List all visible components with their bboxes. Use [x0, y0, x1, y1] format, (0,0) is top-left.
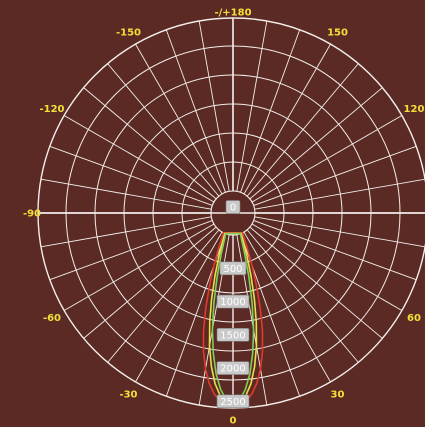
grid-spoke: [254, 178, 425, 210]
radial-tick-label-bg: [225, 200, 241, 214]
grid-spoke: [198, 20, 230, 192]
angle-tick-label: -90: [23, 209, 41, 220]
angle-tick-label: -30: [119, 389, 137, 400]
radial-tick-labels: 0 500 1000 1500 2000 2500: [216, 200, 250, 409]
grid-spoke: [107, 229, 220, 363]
grid-spoke: [165, 29, 226, 193]
grid-spoke: [135, 231, 223, 383]
grid-spoke: [253, 145, 417, 206]
grid-spoke: [40, 216, 212, 248]
grid-spoke: [249, 87, 383, 200]
grid-spoke: [135, 43, 223, 195]
angle-tick-labels: -/+180 150 -150 120 -120 -90 60 -60 30 -30 0: [23, 8, 425, 427]
radial-tick-label-bg: [216, 394, 250, 409]
radial-tick-label-bg: [219, 261, 247, 276]
grid-spoke: [236, 20, 268, 192]
grid-spoke: [83, 87, 217, 200]
radial-tick-label-bg: [216, 294, 250, 309]
radial-tick-label: 1000: [220, 297, 245, 308]
grid-spoke: [251, 115, 403, 203]
grid-spoke: [254, 216, 425, 248]
grid-spoke: [49, 220, 213, 281]
grid-spoke: [240, 29, 301, 193]
grid-spoke: [253, 220, 417, 281]
grid-spoke: [246, 229, 359, 363]
radial-tick-label: 2000: [220, 364, 245, 375]
grid-spoke: [249, 226, 383, 339]
grid-spoke: [40, 178, 212, 210]
grid-spoke: [63, 115, 215, 203]
angle-tick-label: -60: [43, 313, 61, 324]
radial-tick-label: 2500: [220, 397, 245, 408]
radial-tick-label-bg: [216, 361, 250, 375]
grid-spoke: [243, 231, 331, 383]
angle-tick-label: 120: [404, 104, 425, 115]
grid-spoke: [83, 226, 217, 339]
radial-tick-label-bg: [216, 328, 250, 342]
grid-spoke: [243, 43, 331, 195]
radial-tick-label: 0: [230, 203, 236, 214]
grid-spoke: [246, 63, 359, 197]
grid-spoke: [49, 145, 213, 206]
grid-spoke: [107, 63, 220, 197]
angle-tick-label: -/+180: [214, 8, 251, 19]
radial-tick-label: 500: [223, 264, 242, 275]
angle-tick-label: -120: [39, 104, 64, 115]
radial-tick-label: 1500: [220, 330, 245, 341]
angle-tick-label: 60: [407, 313, 421, 324]
angle-tick-label: -150: [116, 28, 141, 39]
angle-tick-label: 0: [230, 416, 237, 427]
grid-spoke: [251, 223, 403, 311]
grid-spoke: [63, 223, 215, 311]
angle-tick-label: 30: [331, 389, 345, 400]
angle-tick-label: 150: [327, 28, 348, 39]
